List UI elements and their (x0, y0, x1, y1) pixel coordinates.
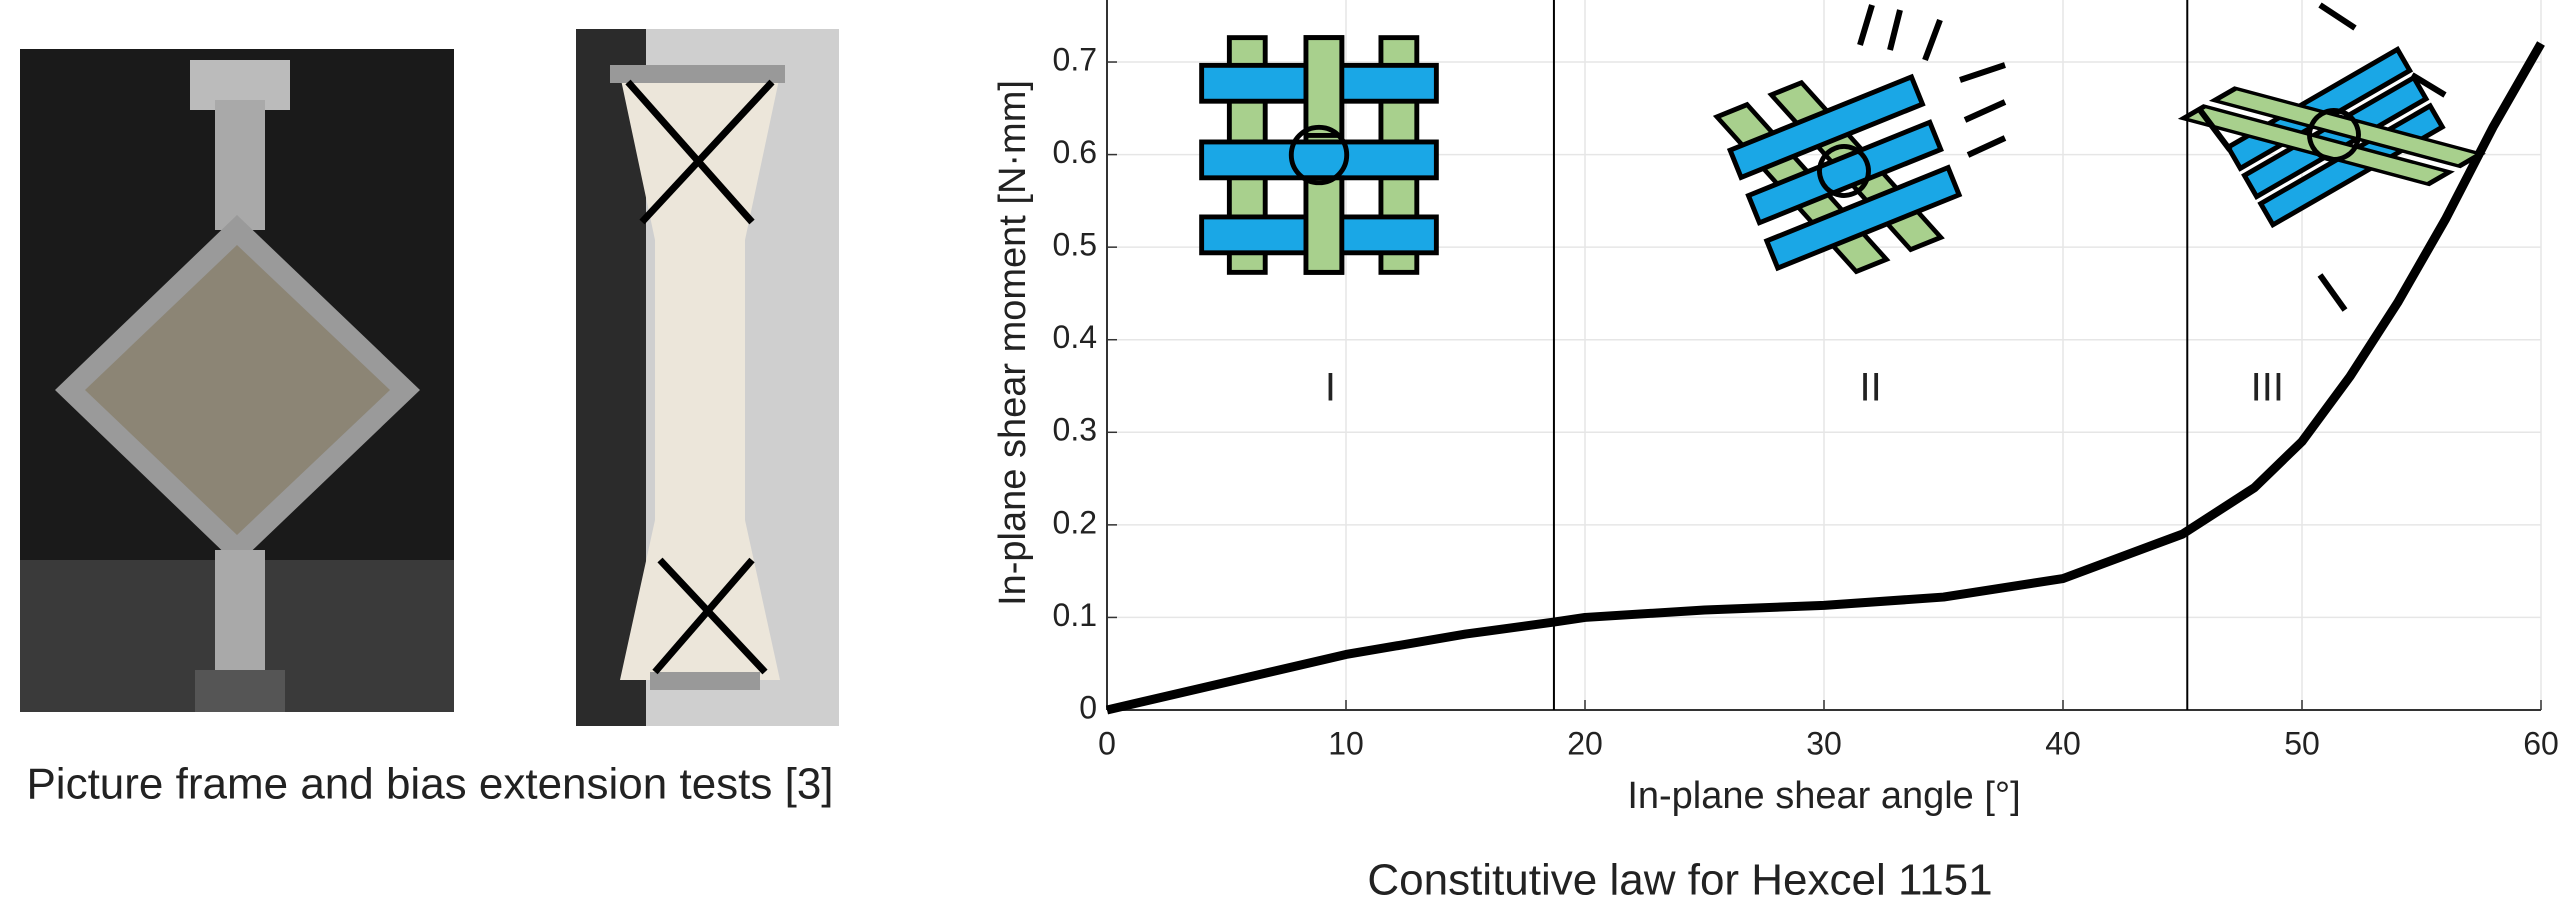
y-tick-label: 0.5 (1053, 227, 1097, 263)
region-label: III (2251, 366, 2284, 410)
x-tick-label: 50 (2284, 725, 2320, 761)
chart-caption: Constitutive law for Hexcel 1151 (1367, 856, 1992, 905)
x-tick-label: 60 (2523, 725, 2559, 761)
photo-bias-extension (576, 29, 839, 726)
figure: Picture frame and bias extension tests [… (0, 0, 2559, 911)
y-tick-label: 0.1 (1053, 597, 1097, 633)
left-caption: Picture frame and bias extension tests [… (26, 760, 833, 809)
weave-icon-undeformed (1202, 38, 1437, 273)
photo-picture-frame (20, 49, 454, 712)
x-tick-label: 20 (1567, 725, 1603, 761)
y-tick-label: 0.6 (1053, 134, 1097, 170)
x-tick-label: 10 (1328, 725, 1364, 761)
region-label: II (1859, 366, 1881, 410)
page: Picture frame and bias extension tests [… (0, 0, 2559, 911)
y-tick-label: 0.7 (1053, 41, 1097, 77)
y-tick-label: 0.2 (1053, 504, 1097, 540)
weave-icon-sheared (1717, 44, 1972, 299)
region-label: I (1325, 366, 1336, 410)
x-tick-label: 0 (1098, 725, 1116, 761)
y-tick-label: 0.4 (1053, 319, 1097, 355)
y-axis-label: In-plane shear moment [N·mm] (992, 80, 1034, 606)
y-tick-label: 0 (1079, 689, 1097, 725)
x-tick-label: 40 (2045, 725, 2081, 761)
x-axis-label: In-plane shear angle [°] (1627, 775, 2020, 817)
x-tick-label: 30 (1806, 725, 1842, 761)
y-tick-label: 0.3 (1053, 412, 1097, 448)
